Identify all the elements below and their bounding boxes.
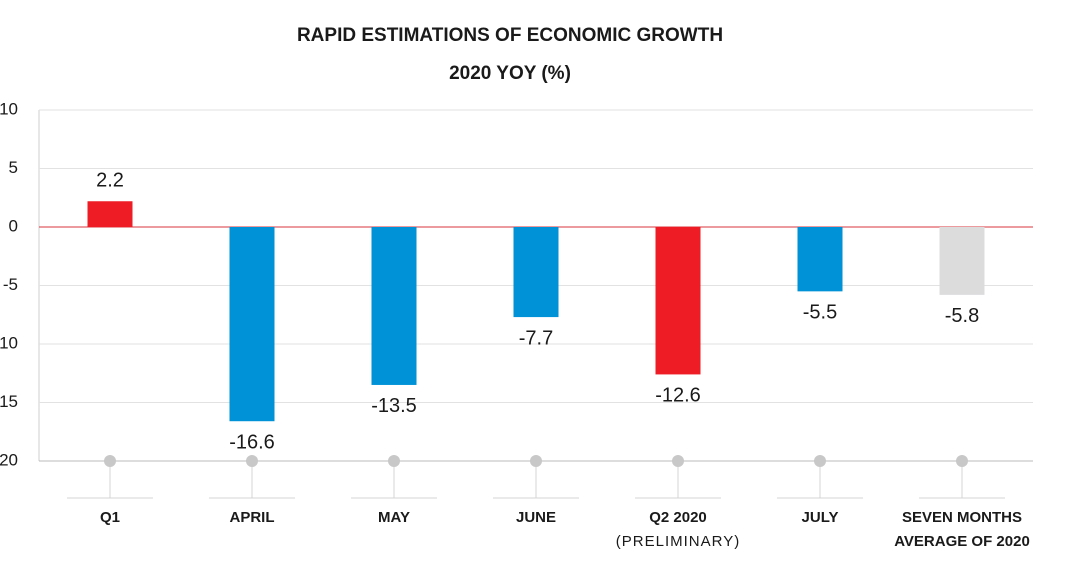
bar — [371, 227, 417, 385]
x-tick-label: SEVEN MONTHS — [902, 509, 1022, 526]
x-tick-label: Q2 2020 — [649, 509, 707, 526]
value-label: -5.5 — [803, 302, 837, 324]
x-tick-label: AVERAGE OF 2020 — [894, 533, 1030, 550]
y-tick-label: -10 — [0, 333, 18, 352]
x-tick-label: (PRELIMINARY) — [616, 533, 740, 550]
x-tick-label: JUNE — [516, 509, 556, 526]
value-label: -12.6 — [655, 385, 701, 407]
bar — [939, 227, 985, 295]
bar — [87, 201, 133, 227]
y-tick-label: -5 — [3, 275, 18, 294]
bar — [513, 227, 559, 318]
value-label: -7.7 — [519, 327, 553, 349]
category-dot — [530, 455, 542, 467]
x-tick-label: MAY — [378, 509, 410, 526]
value-label: -13.5 — [371, 395, 417, 417]
y-tick-label: -15 — [0, 392, 18, 411]
x-tick-label: Q1 — [100, 509, 120, 526]
category-dot — [388, 455, 400, 467]
value-label: -5.8 — [945, 305, 979, 327]
chart-subtitle: 2020 YOY (%) — [449, 63, 571, 84]
category-dot — [104, 455, 116, 467]
bar — [229, 227, 275, 422]
category-dot — [956, 455, 968, 467]
y-tick-label: 10 — [0, 99, 18, 118]
y-tick-label: 5 — [9, 158, 18, 177]
x-tick-label: JULY — [802, 509, 839, 526]
y-tick-label: -20 — [0, 450, 18, 469]
bar — [655, 227, 701, 375]
chart-title: RAPID ESTIMATIONS OF ECONOMIC GROWTH — [297, 25, 723, 46]
x-tick-label: APRIL — [230, 509, 275, 526]
value-label: -16.6 — [229, 432, 275, 454]
value-label: 2.2 — [96, 170, 124, 192]
category-dot — [814, 455, 826, 467]
category-dot — [246, 455, 258, 467]
bar — [797, 227, 843, 292]
category-dot — [672, 455, 684, 467]
y-tick-label: 0 — [9, 216, 18, 235]
